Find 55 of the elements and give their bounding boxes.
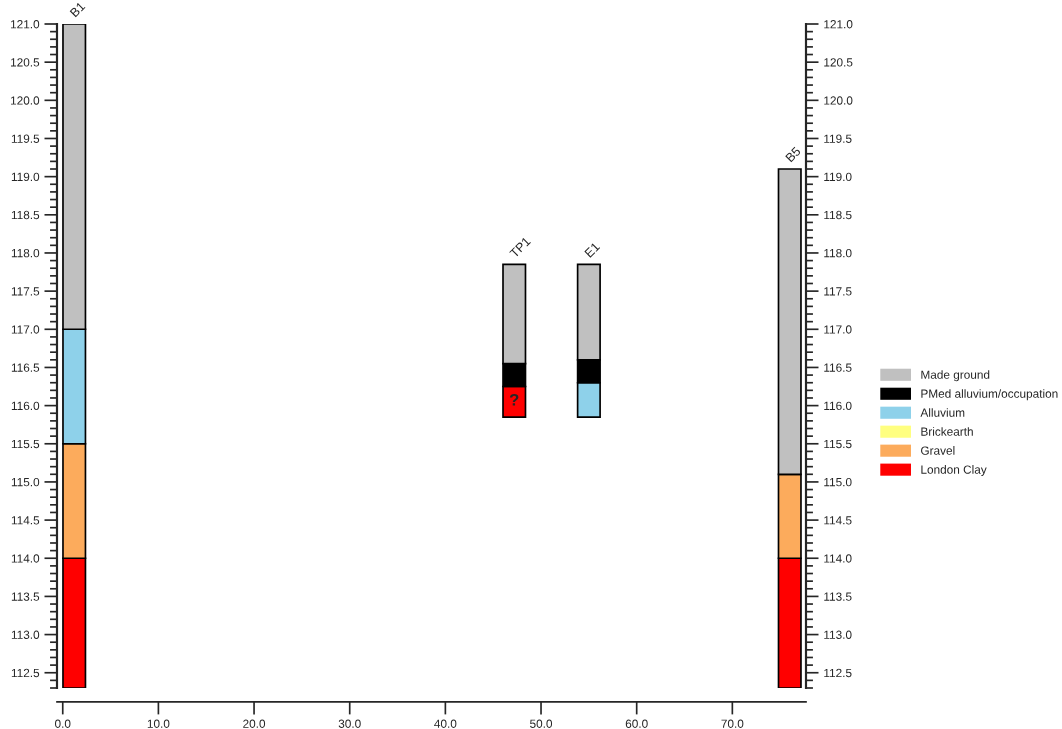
legend-label: Gravel (921, 446, 955, 455)
y2-tick-label: 117.5 (824, 287, 852, 296)
y2-tick-label: 118.0 (824, 249, 852, 258)
x-tick-label: 40.0 (434, 719, 457, 728)
y-tick-label: 115.5 (11, 439, 40, 449)
y2-tick-label: 116.5 (824, 363, 852, 372)
y2-tick-label: 120.5 (824, 58, 853, 67)
y-tick-label: 114.0 (11, 554, 40, 563)
legend-label: Made ground (921, 370, 990, 382)
y-tick-label: 120.5 (11, 58, 40, 67)
y-tick-label: 119.0 (11, 172, 40, 182)
y2-tick-label: 117.0 (824, 325, 852, 334)
y2-tick-label: 116.0 (824, 401, 852, 410)
x-tick-label: 60.0 (625, 719, 648, 728)
y-tick-label: 113.0 (11, 630, 40, 639)
x-tick-label: 10.0 (147, 719, 170, 728)
legend-label: London Clay (921, 465, 987, 477)
y-tick-label: 116.5 (11, 363, 40, 372)
annotation: B1 (69, 1, 86, 18)
y-tick-label: 112.5 (11, 668, 40, 678)
y-tick-label: 120.0 (11, 96, 40, 105)
y2-tick-label: 113.0 (824, 630, 852, 639)
y-tick-label: 115.0 (11, 477, 40, 487)
y-tick-label: 121.0 (11, 20, 40, 29)
y2-tick-label: 114.5 (824, 516, 852, 525)
y2-tick-label: 114.0 (824, 554, 852, 563)
annotation: E1 (584, 241, 601, 258)
y2-tick-label: 113.5 (824, 592, 852, 601)
annotation: TP1 (509, 236, 531, 259)
y-tick-label: 118.5 (11, 210, 40, 220)
y2-tick-label: 119.0 (824, 172, 852, 182)
x-tick-label: 70.0 (721, 719, 744, 728)
y2-tick-label: 115.5 (824, 439, 852, 449)
y-tick-label: 119.5 (11, 134, 40, 143)
y2-tick-label: 119.5 (824, 134, 852, 143)
legend-label: PMed alluvium/occupation (921, 389, 1058, 401)
y-tick-label: 117.5 (11, 287, 40, 296)
y-tick-label: 117.0 (11, 325, 40, 334)
annotation: ? (509, 393, 519, 406)
y-tick-label: 116.0 (11, 401, 40, 410)
annotation: B5 (785, 146, 802, 163)
x-tick-label: 30.0 (338, 719, 361, 728)
legend-label: Alluvium (920, 408, 965, 417)
y-tick-label: 114.5 (11, 516, 40, 525)
y2-tick-label: 121.0 (824, 20, 853, 29)
y2-tick-label: 120.0 (824, 96, 853, 105)
legend-label: Brickearth (921, 427, 973, 436)
y-tick-label: 113.5 (11, 592, 40, 601)
y2-tick-label: 112.5 (824, 668, 852, 678)
x-tick-label: 20.0 (243, 719, 266, 728)
y-tick-label: 118.0 (11, 249, 40, 258)
y2-tick-label: 115.0 (824, 477, 852, 487)
x-tick-label: 0.0 (55, 719, 71, 728)
x-tick-label: 50.0 (530, 719, 553, 728)
y2-tick-label: 118.5 (824, 210, 852, 220)
